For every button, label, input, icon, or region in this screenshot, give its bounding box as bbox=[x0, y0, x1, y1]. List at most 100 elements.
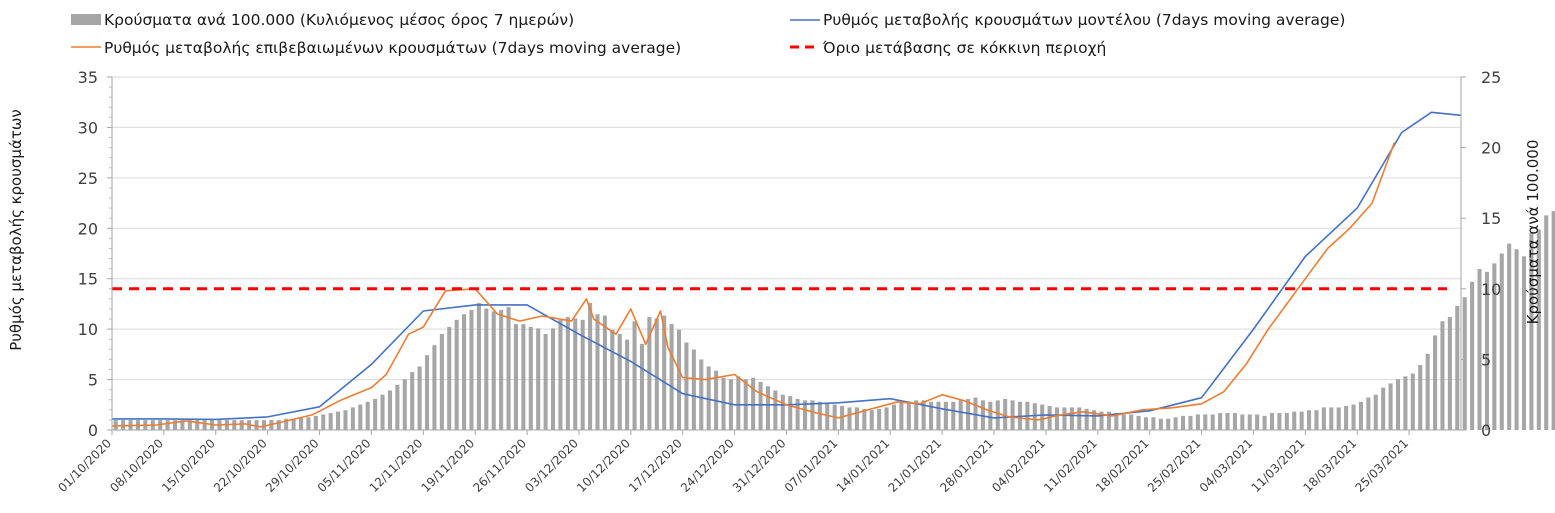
bar bbox=[195, 420, 200, 430]
bar bbox=[625, 339, 630, 430]
bar bbox=[180, 420, 185, 430]
bar bbox=[1314, 410, 1319, 430]
bar bbox=[1158, 418, 1163, 430]
bar bbox=[321, 414, 326, 430]
bar bbox=[1218, 413, 1223, 430]
bar bbox=[550, 328, 556, 430]
bar bbox=[484, 308, 489, 430]
bar bbox=[840, 405, 845, 430]
bar bbox=[1121, 414, 1126, 430]
bar bbox=[721, 377, 726, 430]
bar bbox=[1381, 387, 1386, 430]
bar bbox=[1077, 407, 1082, 430]
y-right-tick-label: 10 bbox=[1481, 280, 1501, 299]
bar bbox=[973, 397, 978, 430]
bar bbox=[1447, 317, 1452, 430]
x-tick-label: 18/02/2021 bbox=[1093, 436, 1152, 495]
bar bbox=[1484, 271, 1489, 430]
bar bbox=[1499, 253, 1504, 430]
bar bbox=[1284, 413, 1289, 430]
y-right-tick-label: 15 bbox=[1481, 209, 1501, 228]
bar bbox=[906, 401, 911, 430]
bar bbox=[580, 319, 585, 430]
bar bbox=[1344, 405, 1349, 430]
bar bbox=[506, 307, 511, 430]
bar bbox=[424, 355, 430, 430]
bar bbox=[684, 342, 689, 430]
bar bbox=[1069, 407, 1074, 430]
bar bbox=[1403, 376, 1408, 430]
legend-label-threshold-line: Όριο μετάβασης σε κόκκινη περιοχή bbox=[822, 39, 1106, 57]
bar bbox=[639, 343, 645, 430]
bar bbox=[662, 315, 667, 430]
bar bbox=[462, 314, 467, 430]
bar bbox=[276, 420, 281, 430]
bar bbox=[1262, 415, 1267, 430]
x-tick-label: 12/11/2020 bbox=[367, 436, 426, 495]
bar bbox=[891, 404, 897, 430]
bar bbox=[439, 333, 444, 430]
bar bbox=[1255, 414, 1260, 430]
bar bbox=[1321, 407, 1326, 430]
bar bbox=[795, 398, 800, 430]
bar bbox=[877, 408, 882, 430]
x-tick-label: 29/10/2020 bbox=[263, 436, 322, 495]
bar bbox=[172, 420, 178, 430]
legend-swatch-bars bbox=[71, 14, 101, 25]
y-right-tick-label: 25 bbox=[1481, 68, 1501, 87]
bar bbox=[536, 328, 541, 430]
y-left-tick-label: 15 bbox=[78, 270, 98, 289]
legend-label-confirmed-line: Ρυθμός μεταβολής επιβεβαιωμένων κρουσμάτ… bbox=[104, 39, 681, 57]
bar bbox=[1166, 418, 1171, 430]
confirmed-rate-line bbox=[111, 142, 1396, 428]
bar bbox=[1366, 397, 1371, 430]
bar bbox=[1292, 411, 1297, 430]
bar bbox=[1106, 411, 1111, 430]
bar bbox=[1395, 379, 1401, 430]
bar bbox=[595, 314, 600, 430]
bar bbox=[1232, 413, 1237, 430]
bar bbox=[610, 329, 615, 430]
bar bbox=[1477, 269, 1482, 430]
bar bbox=[1551, 211, 1555, 430]
bar bbox=[1373, 394, 1378, 430]
bar bbox=[254, 420, 259, 430]
bar bbox=[521, 324, 526, 430]
bar bbox=[573, 318, 578, 430]
x-tick-label: 11/03/2021 bbox=[1249, 436, 1308, 495]
bar bbox=[1143, 417, 1149, 430]
bar bbox=[373, 398, 378, 430]
x-tick-label: 14/01/2021 bbox=[834, 436, 893, 495]
bar bbox=[1195, 414, 1200, 430]
bar bbox=[1536, 229, 1541, 430]
bar bbox=[187, 420, 192, 430]
y-left-tick-label: 35 bbox=[78, 68, 98, 87]
bar bbox=[1410, 373, 1415, 430]
y-right-tick-label: 20 bbox=[1481, 139, 1501, 158]
bar bbox=[343, 410, 348, 430]
y-left-tick-label: 25 bbox=[78, 169, 98, 188]
bar bbox=[1507, 243, 1512, 430]
x-tick-label: 31/12/2020 bbox=[730, 436, 789, 495]
bar bbox=[699, 359, 704, 430]
bar bbox=[810, 400, 815, 430]
legend-label-bars: Κρούσματα ανά 100.000 (Κυλιόμενος μέσος … bbox=[104, 11, 574, 29]
bar bbox=[165, 420, 170, 430]
y-left-tick-label: 5 bbox=[88, 371, 98, 390]
bar bbox=[706, 366, 711, 430]
bar bbox=[1492, 263, 1497, 430]
x-tick-label: 25/03/2021 bbox=[1352, 436, 1411, 495]
bar bbox=[291, 418, 296, 430]
bar bbox=[1099, 411, 1104, 430]
bar bbox=[432, 345, 437, 430]
bar bbox=[854, 407, 859, 430]
x-tick-label: 11/02/2021 bbox=[1041, 436, 1100, 495]
lines-layer bbox=[111, 111, 1462, 428]
bar bbox=[928, 401, 934, 430]
bar bbox=[1151, 417, 1156, 430]
bar bbox=[202, 420, 207, 430]
bar bbox=[261, 420, 266, 430]
bar bbox=[313, 415, 318, 430]
bar bbox=[951, 401, 956, 430]
bar bbox=[476, 302, 481, 430]
